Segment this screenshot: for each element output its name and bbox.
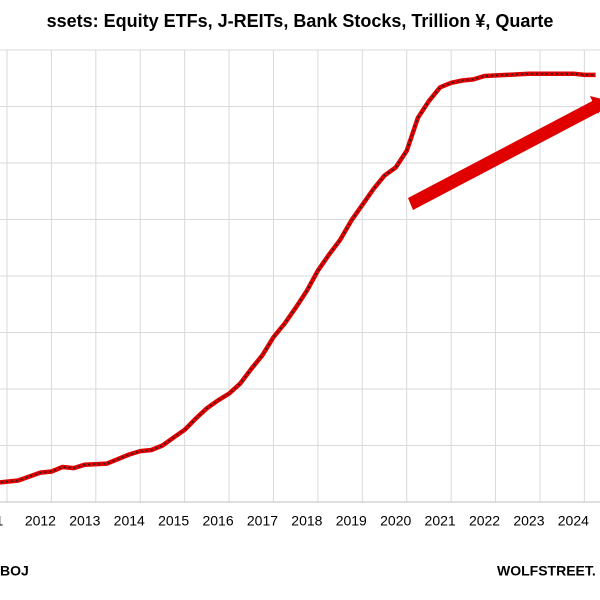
x-tick-label: 2016 (202, 513, 233, 529)
credit: WOLFSTREET. (497, 563, 596, 579)
x-tick-label: 2020 (380, 513, 411, 529)
chart-title: ssets: Equity ETFs, J-REITs, Bank Stocks… (47, 11, 554, 31)
x-tick-label: 2018 (291, 513, 322, 529)
x-tick-label: 2012 (25, 513, 56, 529)
x-tick-label: 11 (0, 513, 3, 529)
x-tick-label: 2021 (425, 513, 456, 529)
x-tick-label: 2015 (158, 513, 189, 529)
x-tick-label: 2022 (469, 513, 500, 529)
arrow (408, 98, 600, 210)
x-tick-label: 2013 (69, 513, 100, 529)
plot-area: 11 2012 2013 2014 2015 2016 2017 2018 2019 2020 20… (0, 49, 600, 529)
data-line (0, 71, 596, 485)
x-tick-label: 2014 (114, 513, 145, 529)
x-tick-label: 2023 (513, 513, 544, 529)
source: BOJ (0, 563, 29, 579)
x-tick-label: 2024 (558, 513, 589, 529)
arrow-head (590, 96, 600, 114)
data-line-dots (0, 72, 596, 484)
x-tick-label: 2017 (247, 513, 278, 529)
x-tick-label: 2019 (336, 513, 367, 529)
